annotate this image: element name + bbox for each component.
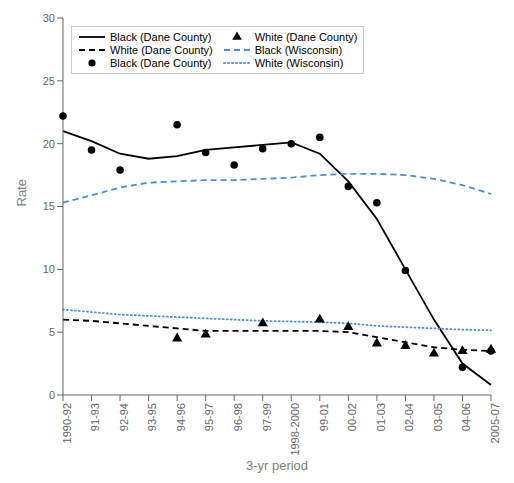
svg-text:1990-92: 1990-92 — [61, 403, 73, 443]
svg-text:93-95: 93-95 — [146, 403, 158, 431]
svg-text:00-02: 00-02 — [346, 403, 358, 431]
html-text:Black (Dane County): Black (Dane County) — [110, 57, 212, 69]
svg-text:04-06: 04-06 — [460, 403, 472, 431]
svg-text:95-97: 95-97 — [203, 403, 215, 431]
svg-text:2005-07: 2005-07 — [489, 403, 501, 443]
svg-text:94-96: 94-96 — [175, 403, 187, 431]
svg-text:91-93: 91-93 — [89, 403, 101, 431]
svg-text:01-03: 01-03 — [375, 403, 387, 431]
svg-text:0: 0 — [49, 389, 55, 401]
svg-text:20: 20 — [43, 138, 55, 150]
svg-text:99-01: 99-01 — [318, 403, 330, 431]
svg-text:1998-2000: 1998-2000 — [289, 403, 301, 456]
html-text:White (Dane County): White (Dane County) — [254, 31, 358, 43]
svg-text:Rate: Rate — [14, 179, 29, 206]
html-text:Black (Dane County): Black (Dane County) — [110, 31, 212, 43]
svg-text:5: 5 — [49, 326, 55, 338]
svg-text:15: 15 — [43, 200, 55, 212]
svg-text:97-99: 97-99 — [261, 403, 273, 431]
svg-text:30: 30 — [43, 12, 55, 24]
svg-text:92-94: 92-94 — [118, 403, 130, 431]
svg-text:03-05: 03-05 — [432, 403, 444, 431]
svg-text:96-98: 96-98 — [232, 403, 244, 431]
html-text:Black (Wisconsin): Black (Wisconsin) — [254, 44, 343, 56]
html-text:White (Wisconsin): White (Wisconsin) — [254, 57, 344, 69]
svg-text:3-yr period: 3-yr period — [246, 458, 308, 473]
html-text:White (Dane County): White (Dane County) — [110, 44, 213, 56]
svg-text:25: 25 — [43, 75, 55, 87]
svg-text:02-04: 02-04 — [403, 403, 415, 431]
svg-text:10: 10 — [43, 263, 55, 275]
